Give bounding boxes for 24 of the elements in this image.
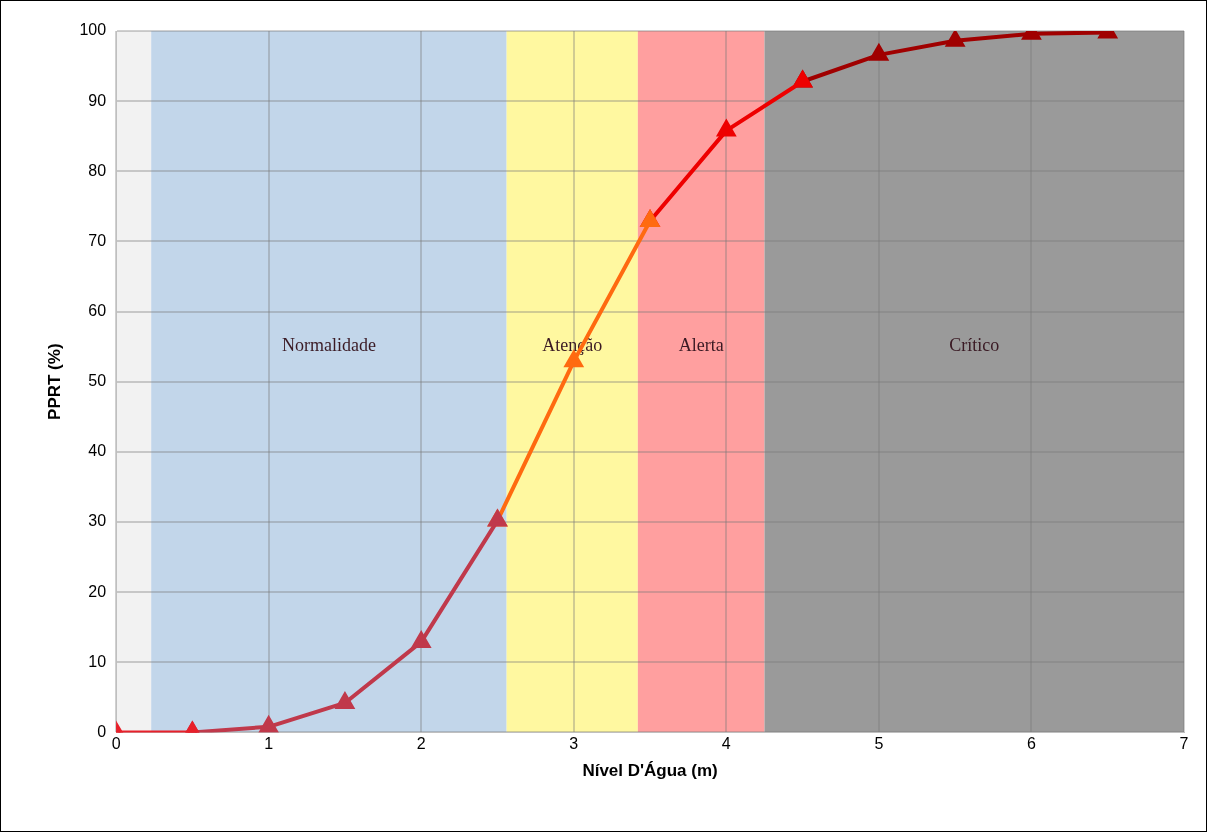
y-tick-label: 20 bbox=[88, 582, 107, 600]
y-tick-label: 40 bbox=[88, 442, 107, 460]
x-tick-label: 2 bbox=[416, 735, 426, 753]
band-label: Alerta bbox=[678, 335, 724, 356]
y-tick-label: 30 bbox=[88, 512, 107, 530]
band-label: Normalidade bbox=[281, 335, 376, 356]
y-tick-label: 70 bbox=[88, 231, 107, 249]
x-tick-label: 5 bbox=[874, 735, 884, 753]
x-tick-label: 6 bbox=[1026, 735, 1036, 753]
x-tick-label: 0 bbox=[111, 735, 121, 753]
y-tick-label: 10 bbox=[88, 652, 107, 670]
x-axis-title: Nível D'Água (m) bbox=[582, 761, 718, 781]
y-tick-label: 100 bbox=[79, 21, 107, 39]
band-label: Crítico bbox=[949, 335, 1000, 356]
x-tick-label: 3 bbox=[569, 735, 579, 753]
y-axis-title: PPRT (%) bbox=[44, 343, 64, 420]
x-tick-label: 7 bbox=[1179, 735, 1189, 753]
y-tick-label: 60 bbox=[88, 301, 107, 319]
x-tick-label: 4 bbox=[721, 735, 731, 753]
y-tick-label: 80 bbox=[88, 161, 107, 179]
y-tick-label: 90 bbox=[88, 91, 107, 109]
y-tick-label: 50 bbox=[88, 372, 107, 390]
y-tick-label: 0 bbox=[97, 722, 107, 740]
x-tick-label: 1 bbox=[264, 735, 274, 753]
